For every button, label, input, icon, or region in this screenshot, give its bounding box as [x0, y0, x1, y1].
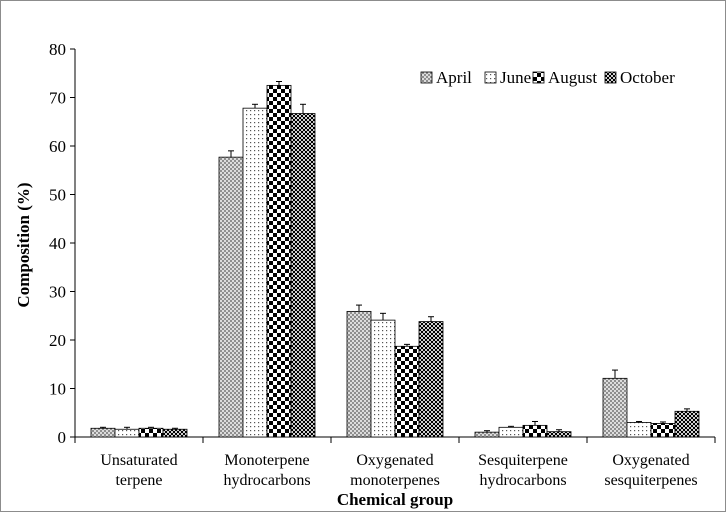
legend-label: August	[548, 68, 597, 87]
error-bar	[660, 421, 666, 424]
legend-swatch	[484, 71, 497, 84]
legend-item-april: April	[420, 68, 472, 87]
error-bar	[508, 425, 514, 428]
bar-august	[394, 345, 420, 438]
bar-april	[346, 310, 372, 438]
bar-october	[546, 431, 572, 438]
bar-october	[418, 321, 444, 438]
plot-area: 0 10 20 30 40 50 60 70 80 Unsaturated terpene Mono…	[49, 40, 716, 489]
bar-june	[114, 428, 140, 438]
bar-june	[242, 107, 268, 438]
bar-april	[474, 431, 500, 438]
x-category-label: Oxygenated sesquiterpenes	[604, 452, 697, 489]
bar-october	[162, 428, 188, 438]
bar-june	[370, 319, 396, 438]
error-bar	[428, 316, 434, 322]
y-tick-label: 60	[49, 137, 66, 156]
error-bar	[276, 80, 282, 86]
x-axis-title: Chemical group	[337, 490, 453, 509]
bar-october	[674, 410, 700, 438]
bar-august	[138, 427, 164, 438]
legend-item-october: October	[604, 68, 675, 87]
x-category-label: Sesquiterpene hydrocarbons	[478, 452, 568, 489]
legend-swatch	[532, 71, 545, 84]
error-bar	[684, 408, 690, 412]
x-category-label: Oxygenated monoterpenes	[350, 452, 440, 489]
x-category-label: Unsaturated terpene	[100, 452, 177, 489]
y-tick-label: 10	[49, 380, 66, 399]
y-tick-label: 40	[49, 234, 66, 253]
error-bar	[100, 426, 106, 429]
bar-october	[290, 113, 316, 438]
bar-june	[626, 422, 652, 438]
error-bar	[228, 150, 234, 158]
error-bar	[636, 420, 642, 423]
bar-august	[266, 84, 292, 438]
error-bar	[380, 312, 386, 321]
error-bar	[356, 304, 362, 312]
error-bars-group	[100, 80, 690, 433]
legend-label: October	[620, 68, 675, 87]
legend-item-august: August	[532, 68, 597, 87]
y-tick-label: 80	[49, 40, 66, 59]
error-bar	[612, 369, 618, 379]
error-bar	[148, 426, 154, 429]
error-bar	[252, 103, 258, 109]
error-bar	[404, 343, 410, 347]
error-bar	[532, 420, 538, 426]
y-tick-label: 50	[49, 186, 66, 205]
error-bar	[484, 430, 490, 433]
bar-june	[498, 426, 524, 438]
error-bar	[172, 427, 178, 430]
y-axis-ticks: 0 10 20 30 40 50 60 70 80	[49, 40, 75, 447]
bar-april	[602, 377, 628, 438]
error-bar	[556, 429, 562, 432]
legend: April June August October	[420, 68, 675, 87]
legend-label: April	[436, 68, 472, 87]
y-tick-label: 20	[49, 331, 66, 350]
bars-group	[90, 84, 700, 438]
x-axis-ticks: Unsaturated terpene Monoterpene hydrocarbon…	[74, 437, 716, 489]
y-tick-label: 0	[58, 428, 67, 447]
bar-august	[522, 424, 548, 438]
bar-april	[90, 427, 116, 438]
legend-item-june: June	[484, 68, 531, 87]
y-tick-label: 30	[49, 283, 66, 302]
y-axis-title: Composition (%)	[14, 182, 33, 307]
legend-swatch	[604, 71, 617, 84]
legend-swatch	[420, 71, 433, 84]
bar-april	[218, 156, 244, 438]
error-bar	[124, 426, 130, 430]
x-category-label: Monoterpene hydrocarbons	[223, 452, 310, 489]
bar-august	[650, 423, 676, 438]
error-bar	[300, 103, 306, 114]
legend-label: June	[500, 68, 531, 87]
y-tick-label: 70	[49, 89, 66, 108]
